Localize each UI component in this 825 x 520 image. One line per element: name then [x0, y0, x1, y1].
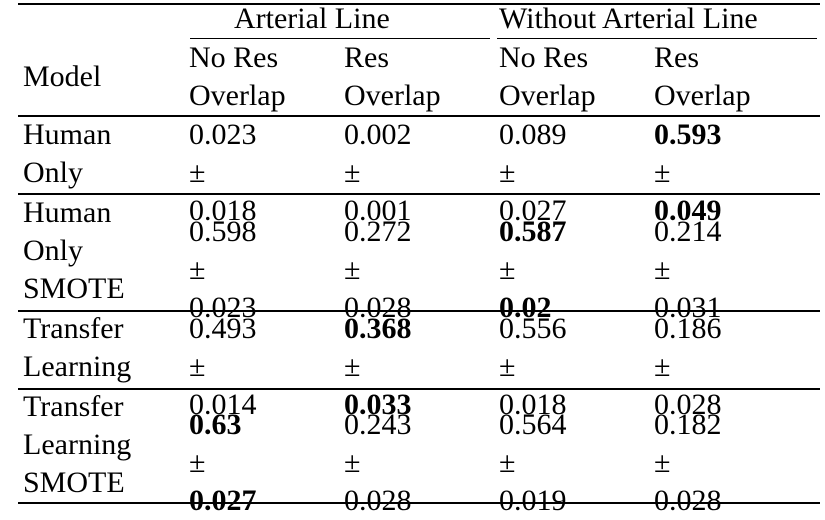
header-rule [18, 115, 820, 117]
top-rule [18, 3, 820, 5]
column-header-model: Model [23, 60, 102, 93]
table-cell: 0.089 ± 0.027 [499, 118, 567, 227]
group-header-arterial-line: Arterial Line [234, 2, 390, 35]
table-cell: 0.598 ± 0.023 [189, 215, 257, 324]
table-cell: 0.368 ± 0.033 [344, 312, 412, 421]
results-table: Arterial Line Without Arterial Line Mode… [18, 2, 820, 517]
table-cell: 0.243 ± 0.028 [344, 408, 412, 517]
table-cell: 0.493 ± 0.014 [189, 312, 257, 421]
group-rule-without-arterial [497, 38, 817, 39]
group-header-without-arterial-line: Without Arterial Line [499, 2, 758, 35]
table-cell: 0.214 ± 0.031 [654, 215, 722, 324]
row-rule-3 [18, 388, 820, 390]
column-header-without-no-res-overlap: No Res Overlap [499, 41, 596, 112]
table-cell: 0.272 ± 0.028 [344, 215, 412, 324]
table-cell: 0.63 ± 0.027 [189, 408, 257, 517]
column-header-arterial-no-res-overlap: No Res Overlap [189, 41, 286, 112]
row-model-human-only-smote: Human Only SMOTE [23, 196, 125, 305]
column-header-without-res-overlap: Res Overlap [654, 41, 751, 112]
table-cell: 0.002 ± 0.001 [344, 118, 412, 227]
table-cell: 0.023 ± 0.018 [189, 118, 257, 227]
table-cell: 0.182 ± 0.028 [654, 408, 722, 517]
row-rule-1 [18, 193, 820, 195]
row-model-human-only: Human Only [23, 118, 112, 189]
table-cell: 0.593 ± 0.049 [654, 118, 722, 227]
group-rule-arterial [190, 38, 490, 39]
table-cell: 0.556 ± 0.018 [499, 312, 567, 421]
row-model-transfer-learning: Transfer Learning [23, 312, 132, 383]
table-cell: 0.564 ± 0.019 [499, 408, 567, 517]
column-header-arterial-res-overlap: Res Overlap [344, 41, 441, 112]
row-rule-2 [18, 310, 820, 312]
table-cell: 0.587 ± 0.02 [499, 215, 567, 324]
table-cell: 0.186 ± 0.028 [654, 312, 722, 421]
row-model-transfer-learning-smote: Transfer Learning SMOTE [23, 390, 132, 499]
bottom-rule [18, 502, 820, 504]
